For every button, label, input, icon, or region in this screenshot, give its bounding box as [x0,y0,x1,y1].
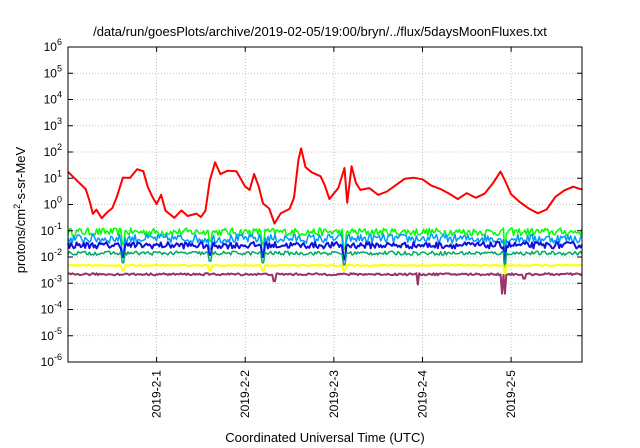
x-tick-label: 2019-2-1 [150,370,164,418]
plot-frame [67,46,583,363]
flux-series-line [67,227,583,258]
chart-title: /data/run/goesPlots/archive/2019-02-05/1… [93,24,547,39]
x-tick-label: 2019-2-4 [415,370,429,418]
y-tick-label: 10-2 [41,247,62,264]
x-tick-label: 2019-2-3 [327,370,341,418]
y-tick-label: 10-4 [41,300,62,317]
flux-series-line [67,250,583,277]
x-axis-label: Coordinated Universal Time (UTC) [225,430,425,445]
data-series [67,147,583,295]
flux-series-line [68,263,583,277]
y-tick-label: 10-6 [41,352,62,369]
y-tick-label: 10-3 [41,273,62,290]
grid-lines [68,47,582,362]
x-tick-label: 2019-2-5 [504,370,518,418]
y-tick-label: 101 [44,168,62,185]
x-tick-label: 2019-2-2 [238,370,252,418]
y-tick-label: 103 [44,116,62,133]
flux-series-line [67,241,583,272]
y-tick-label: 106 [44,37,62,54]
y-tick-label: 105 [44,63,62,80]
y-tick-label: 100 [44,195,62,212]
y-tick-label: 102 [44,142,62,159]
flux-series-line [67,147,583,225]
axes: 10-6 10-5 10-4 10-3 10-2 10-1 100 101 102 103 104 1… [41,37,583,418]
flux-series-line [67,272,583,295]
y-tick-label: 104 [44,90,62,107]
y-tick-label: 10-1 [41,221,62,238]
y-tick-label: 10-5 [41,326,62,343]
